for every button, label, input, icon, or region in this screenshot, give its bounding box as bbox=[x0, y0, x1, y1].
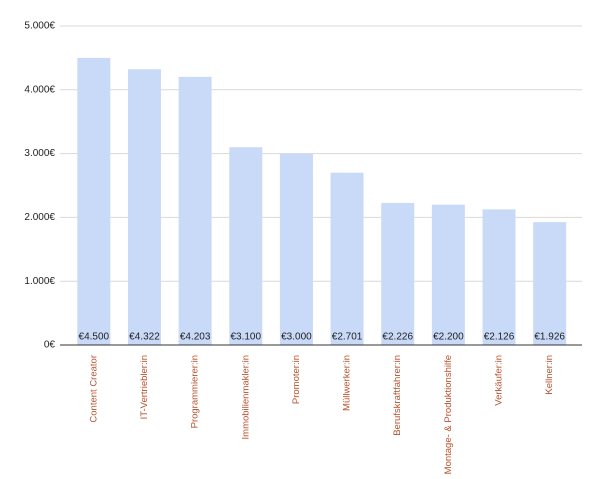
y-tick-label: 4.000€ bbox=[24, 84, 55, 95]
value-label: €4.203 bbox=[180, 332, 211, 343]
bar bbox=[77, 57, 111, 346]
x-tick-label: Verkäufer:in bbox=[494, 355, 505, 406]
x-tick-label: Content Creator bbox=[88, 355, 99, 423]
x-tick-label: Montage- & Produktionshilfe bbox=[443, 355, 454, 474]
value-label: €3.100 bbox=[230, 332, 261, 343]
x-tick-label: IT-Vertriebler:in bbox=[139, 355, 150, 419]
x-tick-label: Programmierer:in bbox=[190, 355, 201, 428]
value-label: €2.126 bbox=[484, 332, 515, 343]
value-label: €4.500 bbox=[79, 332, 110, 343]
x-tick-label: Kellner:in bbox=[544, 355, 555, 395]
value-label: €3.000 bbox=[281, 332, 312, 343]
x-tick-label: Immobilienmakler:in bbox=[240, 355, 251, 439]
value-label: €2.200 bbox=[433, 332, 464, 343]
value-label: €1.926 bbox=[534, 332, 565, 343]
x-tick-label: Promoter:in bbox=[291, 355, 302, 404]
bar bbox=[482, 209, 516, 345]
bar bbox=[533, 222, 567, 345]
bar bbox=[178, 76, 212, 345]
bar bbox=[431, 204, 465, 345]
bar bbox=[127, 69, 161, 345]
x-tick-label: Müllwerker:in bbox=[342, 355, 353, 411]
bar bbox=[229, 147, 263, 345]
bar bbox=[381, 202, 415, 345]
x-tick-label: Berufskraftfahrer:in bbox=[392, 355, 403, 436]
y-tick-label: 3.000€ bbox=[24, 148, 55, 159]
y-tick-label: 1.000€ bbox=[24, 276, 55, 287]
value-label: €2.226 bbox=[382, 332, 413, 343]
bar bbox=[279, 153, 313, 345]
value-label: €4.322 bbox=[129, 332, 160, 343]
value-label: €2.701 bbox=[332, 332, 363, 343]
y-tick-label: 5.000€ bbox=[24, 21, 55, 32]
bar bbox=[330, 172, 364, 345]
y-tick-label: 0€ bbox=[44, 340, 56, 351]
y-tick-label: 2.000€ bbox=[24, 212, 55, 223]
